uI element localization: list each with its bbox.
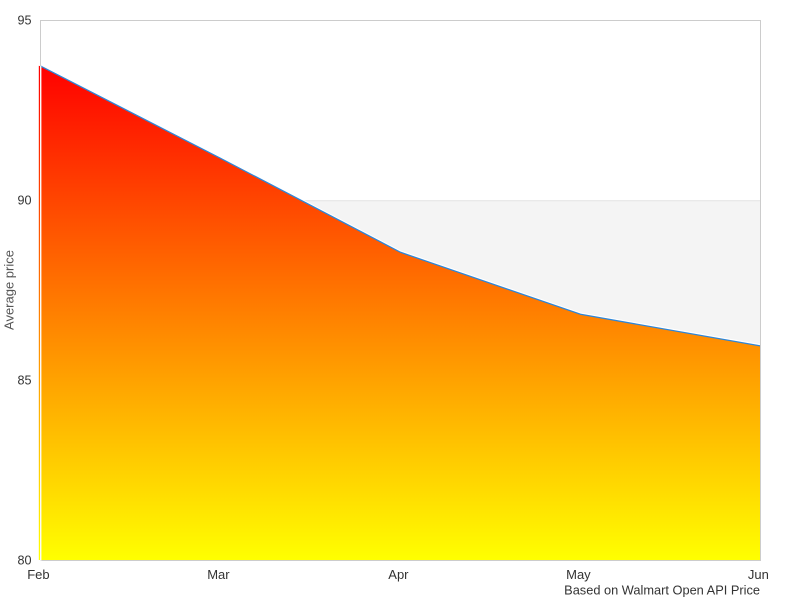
svg-text:90: 90 — [17, 193, 31, 207]
svg-text:Average price: Average price — [1, 250, 16, 330]
svg-text:Apr: Apr — [388, 567, 409, 582]
svg-text:95: 95 — [17, 13, 31, 27]
svg-text:Mar: Mar — [207, 567, 230, 582]
svg-text:85: 85 — [17, 373, 31, 387]
svg-text:Jun: Jun — [748, 567, 769, 582]
svg-text:Feb: Feb — [27, 567, 49, 582]
svg-text:80: 80 — [17, 553, 31, 567]
svg-text:Based on Walmart Open API Pric: Based on Walmart Open API Price — [564, 582, 760, 597]
svg-text:May: May — [566, 567, 591, 582]
